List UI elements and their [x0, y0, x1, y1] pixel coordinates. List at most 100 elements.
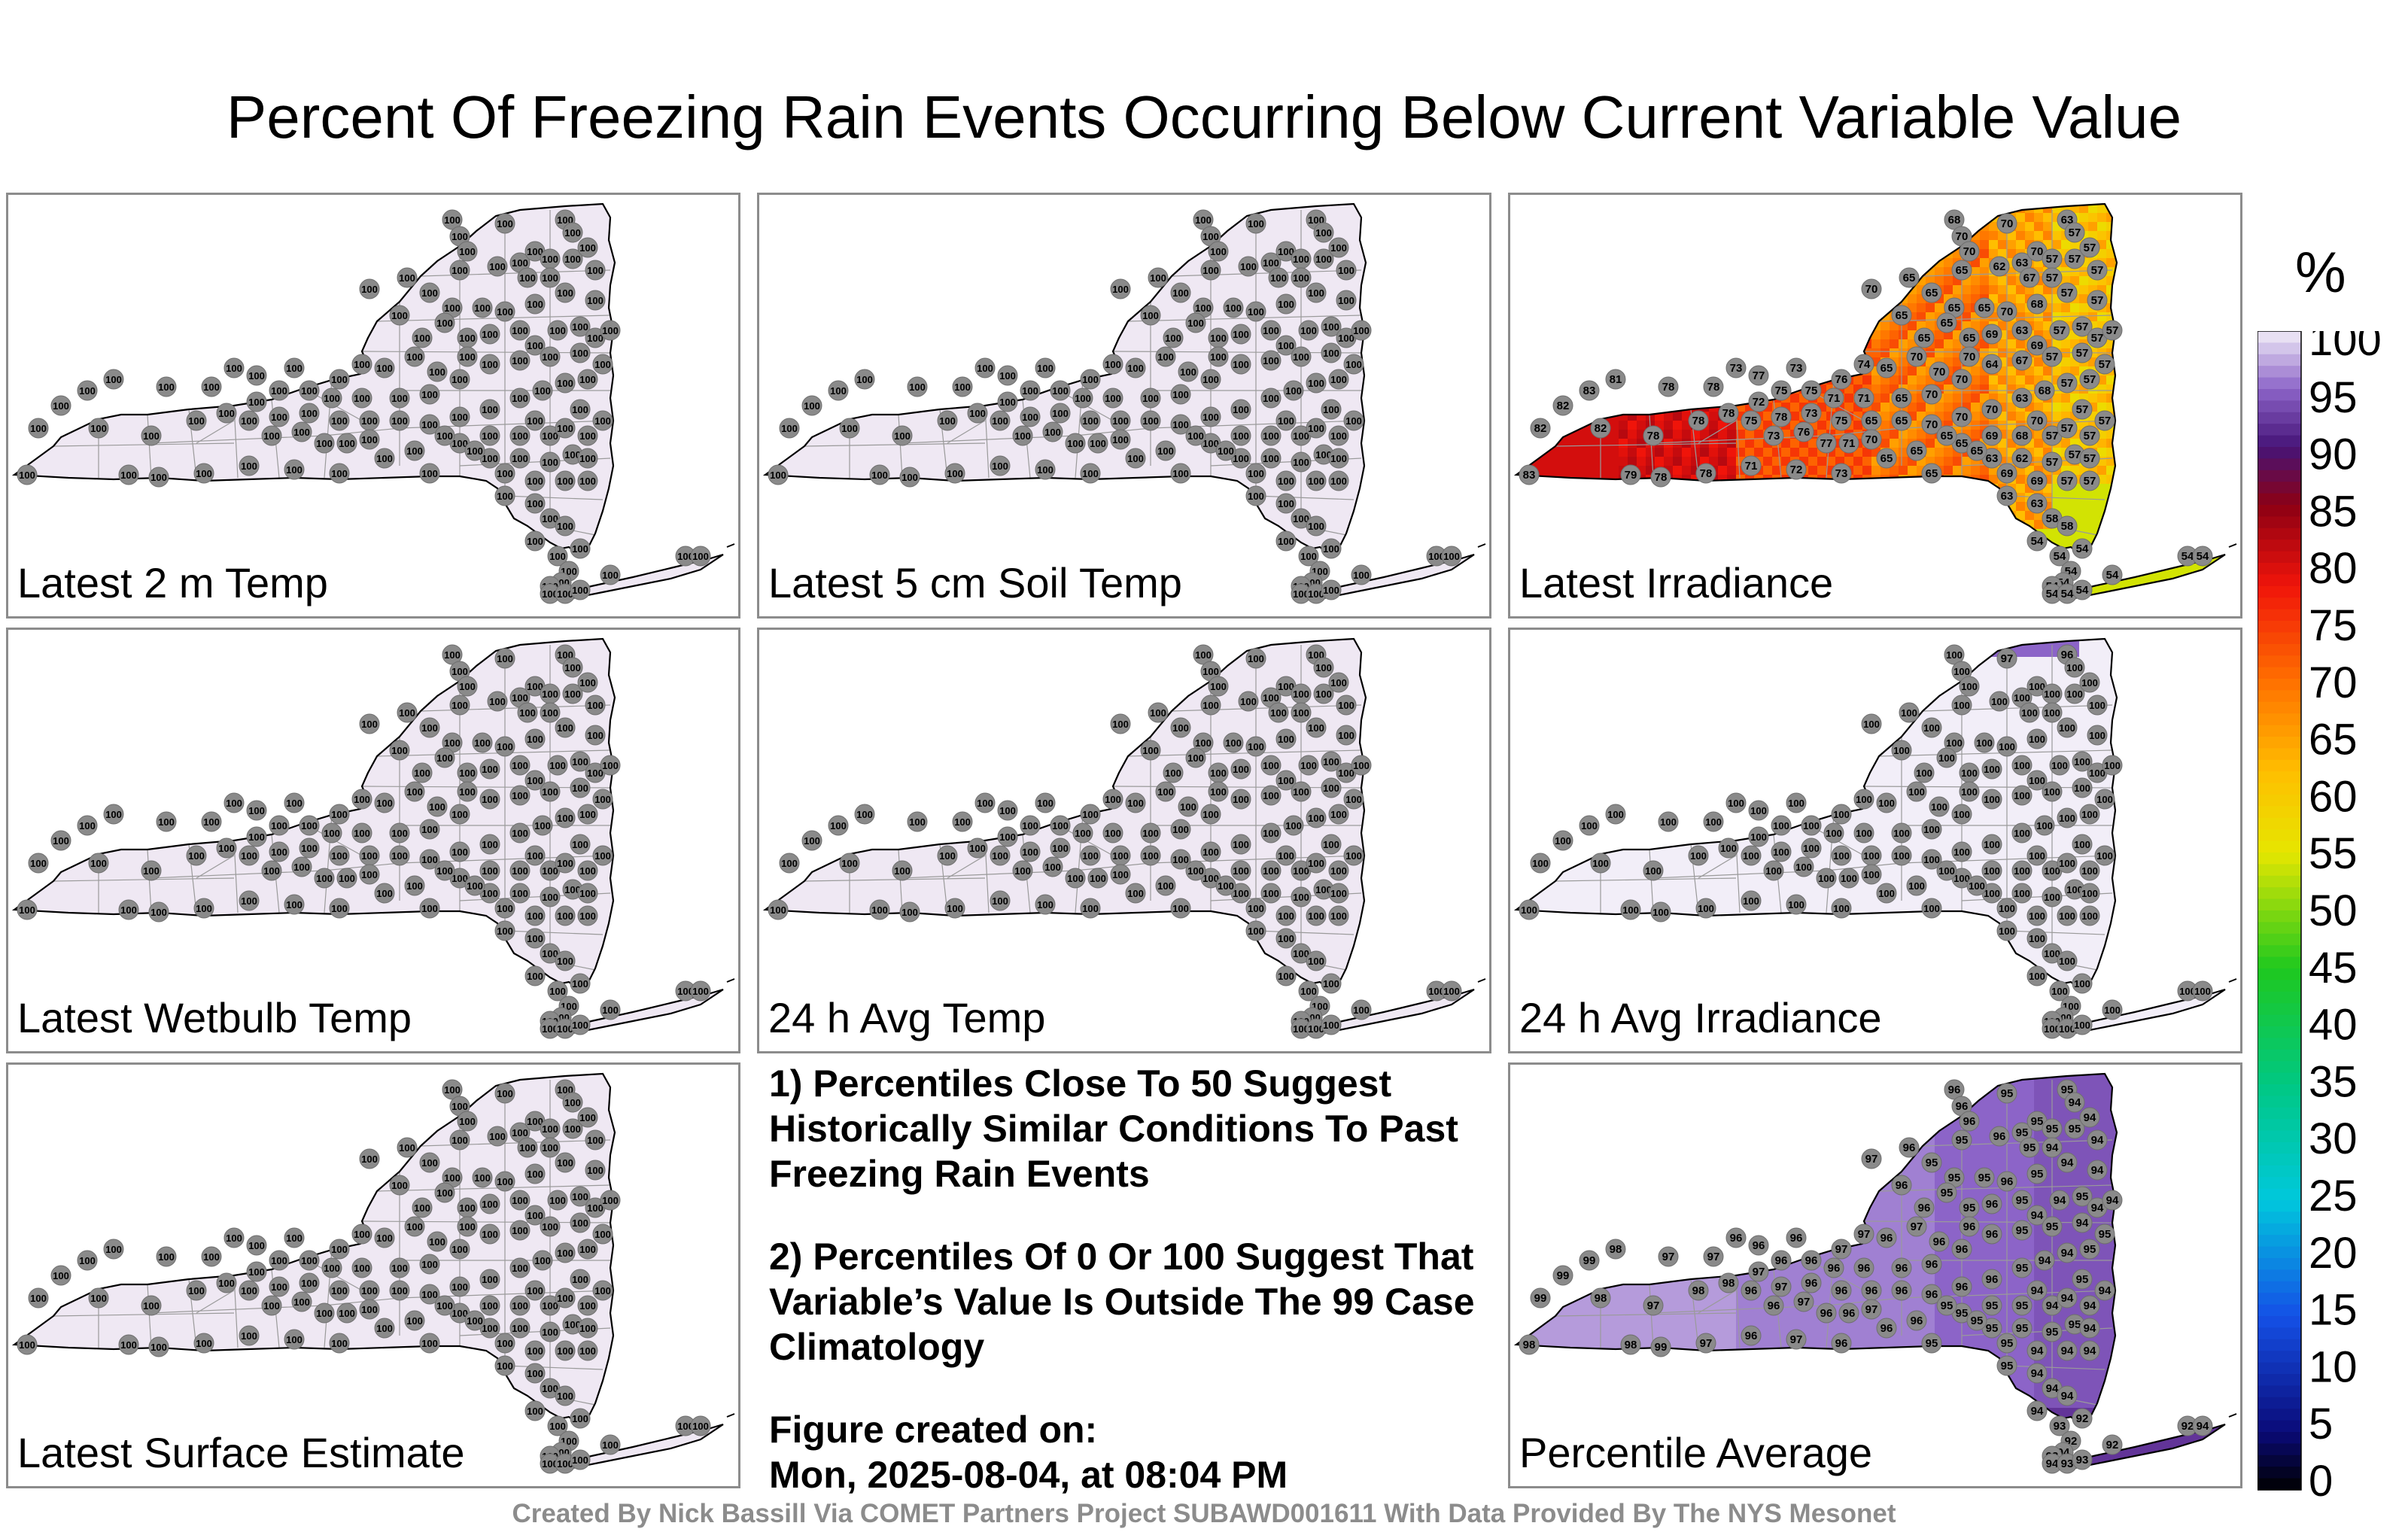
field-cell [2160, 276, 2170, 286]
field-cell [1592, 466, 1601, 476]
field-cell [1601, 610, 1610, 616]
field-cell [2142, 231, 2152, 241]
station-value: 100 [459, 246, 476, 257]
field-cell [2106, 475, 2116, 485]
field-cell [2016, 285, 2026, 295]
field-cell [1826, 493, 1836, 503]
field-cell [1871, 466, 1881, 476]
station-dot [1178, 361, 1199, 382]
field-cell [1935, 574, 1944, 584]
field-cell [1980, 204, 1990, 205]
field-cell [1610, 466, 1619, 476]
field-cell [2169, 213, 2179, 223]
field-cell [1628, 312, 1637, 322]
field-cell [2133, 321, 2143, 331]
field-cell [1853, 466, 1863, 476]
field-cell [2188, 204, 2197, 214]
field-cell [1790, 303, 1800, 313]
field-cell [1844, 339, 1854, 349]
station-marker: 100 [1306, 418, 1327, 439]
field-cell [2224, 520, 2225, 530]
field-cell [2079, 303, 2089, 313]
station-value: 100 [602, 570, 619, 581]
field-cell [2206, 385, 2215, 394]
station-value: 100 [30, 423, 47, 434]
field-cell [2133, 439, 2143, 448]
field-cell [2007, 574, 2017, 584]
station-value: 100 [1195, 302, 1212, 314]
station-marker: 100 [1306, 470, 1327, 491]
field-cell [1628, 321, 1637, 331]
station-marker: 100 [524, 530, 546, 552]
station-marker: 100 [570, 579, 591, 600]
station-dot [801, 395, 822, 416]
field-cell [2215, 457, 2224, 467]
field-cell [1754, 493, 1764, 503]
field-cell [2169, 348, 2179, 358]
field-cell [1583, 484, 1592, 494]
station-dot [494, 463, 515, 484]
field-cell [1619, 258, 1628, 268]
station-marker: 100 [141, 425, 162, 446]
station-marker: 100 [577, 237, 598, 258]
field-cell [1537, 330, 1547, 340]
station-dot [1328, 425, 1349, 446]
field-cell [1516, 249, 1520, 259]
field-cell [1862, 574, 1872, 584]
station-marker: 100 [600, 564, 621, 585]
field-cell [1935, 267, 1944, 277]
field-cell [1555, 448, 1565, 457]
station-value: 57 [2046, 456, 2059, 469]
field-cell [1516, 267, 1520, 277]
station-marker: 100 [1080, 410, 1101, 431]
field-cell [1835, 294, 1845, 304]
field-cell [1664, 312, 1674, 322]
field-cell [1583, 511, 1592, 521]
field-cell [2025, 610, 2035, 616]
field-cell [1989, 204, 1999, 214]
field-cell [1853, 493, 1863, 503]
field-cell [1790, 502, 1800, 512]
field-cell [1573, 529, 1583, 539]
field-cell [2088, 222, 2098, 232]
field-cell [2106, 375, 2116, 385]
station-value: 100 [414, 333, 430, 344]
field-cell [1592, 448, 1601, 457]
field-cell [1944, 502, 1953, 512]
field-cell [1537, 285, 1547, 295]
field-cell [1664, 249, 1674, 259]
field-cell [1781, 547, 1791, 557]
station-marker: 100 [457, 241, 478, 262]
station-marker: 100 [555, 418, 576, 439]
field-cell [1655, 213, 1665, 223]
field-cell [1908, 339, 1917, 349]
field-cell [1727, 285, 1737, 295]
field-cell [1619, 493, 1628, 503]
field-cell [2088, 556, 2098, 566]
field-cell [1601, 484, 1610, 494]
station-dot [1328, 369, 1349, 390]
field-cell [1655, 403, 1665, 412]
field-cell [1537, 502, 1547, 512]
station-value: 70 [1865, 283, 1878, 296]
station-value: 100 [429, 366, 445, 378]
field-cell [1808, 204, 1818, 214]
station-value: 100 [1105, 393, 1121, 404]
field-cell [1528, 258, 1538, 268]
field-cell [1691, 547, 1701, 557]
station-dot [1951, 260, 1972, 281]
field-cell [2025, 511, 2035, 521]
field-cell [2142, 258, 2152, 268]
station-marker: 68 [2011, 425, 2033, 446]
field-cell [1853, 511, 1863, 521]
field-cell [2233, 366, 2240, 376]
station-marker: 100 [427, 361, 448, 382]
field-cell [1709, 529, 1719, 539]
field-cell [2133, 394, 2143, 403]
field-cell [2197, 285, 2206, 295]
field-cell [1673, 339, 1683, 349]
station-dot [449, 260, 470, 281]
station-dot [389, 388, 410, 409]
field-cell [1682, 457, 1692, 467]
station-marker: 100 [1230, 425, 1251, 446]
